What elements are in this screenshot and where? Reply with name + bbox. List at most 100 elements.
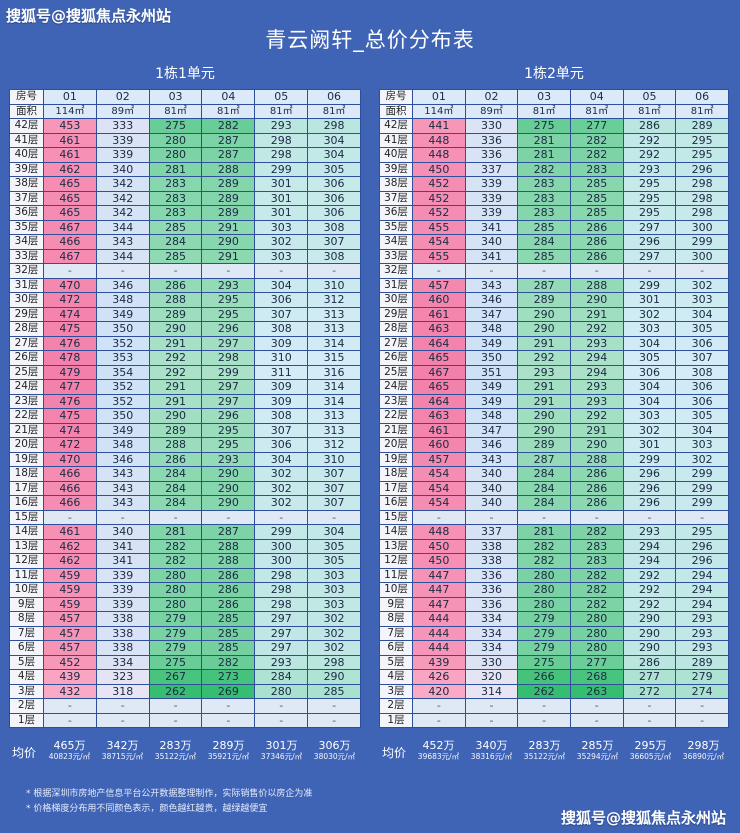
floor-row: 18层 454 340 284 286 296 299 [379,466,729,482]
floor-row: 35层 467 344 285 291 303 308 [9,219,361,235]
floor-label: 20层 [9,437,44,453]
floor-label: 39层 [9,161,44,177]
price-cell: 452 [412,190,466,206]
price-cell: 262 [148,683,203,699]
price-cell: 302 [254,234,309,250]
price-cell: - [95,698,150,714]
price-cell: 277 [569,654,624,670]
price-cell: 295 [675,524,729,540]
price-cell: 296 [675,553,729,569]
price-cell: 290 [622,611,677,627]
floor-label: 4层 [379,669,413,685]
price-cell: 280 [517,596,571,612]
price-cell: 447 [412,596,466,612]
price-cell: 350 [95,408,150,424]
price-cell: 330 [464,654,519,670]
price-cell: - [43,263,97,279]
price-cell: 291 [517,335,571,351]
price-cell: 474 [43,422,97,438]
floor-row: 16层 466 343 284 290 302 307 [9,495,361,511]
price-cell: 294 [675,567,729,583]
floor-label: 3层 [9,683,44,699]
price-cell: 303 [622,408,677,424]
price-cell: - [464,712,519,728]
price-cell: 339 [464,190,519,206]
price-cell: 432 [43,683,97,699]
price-cell: 277 [569,118,624,134]
price-cell: 310 [307,277,361,293]
price-cell: 284 [148,466,203,482]
price-cell: - [569,698,624,714]
price-cell: 284 [517,480,571,496]
price-cell: - [307,712,361,728]
floor-label: 19层 [379,451,413,467]
floor-row: 13层 450 338 282 283 294 296 [379,538,729,554]
room-area: 81㎡ [307,103,361,119]
price-cell: 285 [517,248,571,264]
floor-label: 14层 [379,524,413,540]
price-cell: 286 [622,118,677,134]
room-header-label: 房号 [379,89,413,105]
floor-row: 31层 470 346 286 293 304 310 [9,277,361,293]
price-cell: 343 [464,451,519,467]
price-cell: - [201,698,256,714]
floor-row: 4层 426 320 266 268 277 279 [379,669,729,685]
price-cell: 283 [517,190,571,206]
price-cell: 291 [148,335,203,351]
price-cell: 280 [148,596,203,612]
price-cell: 289 [201,190,256,206]
price-cell: 330 [464,118,519,134]
price-cell: 314 [307,335,361,351]
watermark-top: 搜狐号@搜狐焦点永州站 [6,7,172,25]
price-cell: 288 [569,451,624,467]
price-cell: 444 [412,611,466,627]
price-cell: 291 [517,393,571,409]
price-cell: 333 [95,118,150,134]
floor-row: 37层 465 342 283 289 301 306 [9,190,361,206]
avg-cell: 283万 35122元/㎡ [149,740,202,762]
price-cell: 454 [412,466,466,482]
price-cell: 284 [254,669,309,685]
floor-label: 26层 [9,350,44,366]
price-cell: 288 [569,277,624,293]
price-cell: 288 [201,553,256,569]
price-cell: 306 [307,205,361,221]
price-cell: 279 [148,611,203,627]
price-cell: 340 [464,466,519,482]
price-cell: 461 [43,132,97,148]
price-cell: 283 [569,553,624,569]
floor-row: 12层 450 338 282 283 294 296 [379,553,729,569]
avg-cell: 295万 36605元/㎡ [624,740,677,762]
floor-label: 30层 [379,292,413,308]
price-cell: 304 [622,379,677,395]
floor-label: 23层 [379,393,413,409]
price-cell: 297 [201,335,256,351]
price-cell: 298 [254,147,309,163]
price-cell: 307 [307,495,361,511]
price-cell: 282 [517,553,571,569]
avg-unit-price: 40823元/㎡ [48,752,91,761]
price-cell: 336 [464,596,519,612]
floor-row: 5层 439 330 275 277 286 289 [379,654,729,670]
price-cell: 306 [622,364,677,380]
floor-row: 36层 465 342 283 289 301 306 [9,205,361,221]
price-cell: 304 [307,524,361,540]
price-cell: 280 [517,582,571,598]
room-header-label: 房号 [9,89,44,105]
price-cell: 290 [517,306,571,322]
floor-row: 37层 452 339 283 285 295 298 [379,190,729,206]
price-cell: 313 [307,408,361,424]
avg-price: 298万 [687,739,720,752]
avg-unit-price: 35122元/㎡ [154,752,197,761]
price-cell: 281 [517,147,571,163]
price-cell: 341 [95,538,150,554]
price-cell: - [622,712,677,728]
price-cell: 343 [95,480,150,496]
price-cell: 461 [412,306,466,322]
price-cell: 291 [569,422,624,438]
floor-label: 19层 [9,451,44,467]
price-cell: 310 [307,451,361,467]
price-cell: - [95,712,150,728]
price-cell: 292 [148,350,203,366]
price-cell: 439 [412,654,466,670]
